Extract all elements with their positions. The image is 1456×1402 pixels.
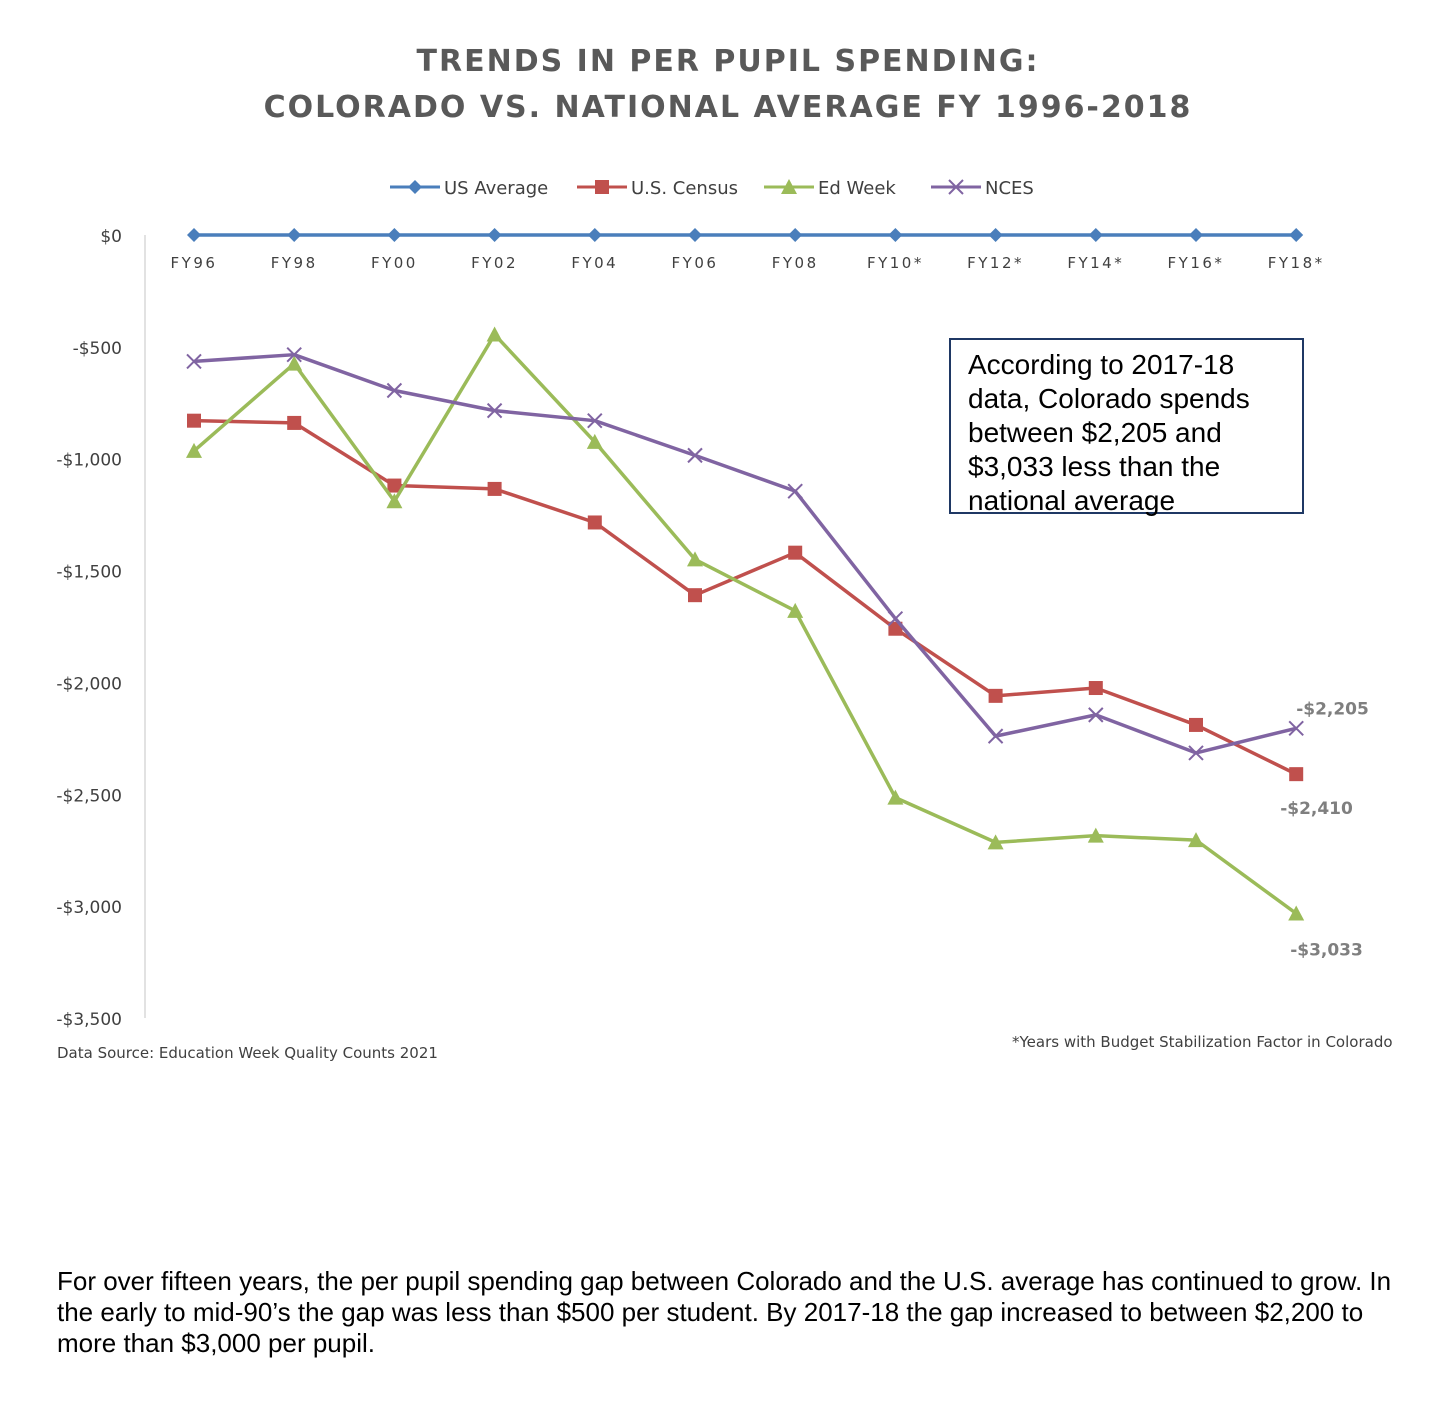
series-ed-week bbox=[186, 326, 1305, 921]
legend-label: NCES bbox=[985, 178, 1034, 199]
data-point-u-s-census bbox=[587, 515, 602, 530]
chart-subtitle: COLORADO VS. NATIONAL AVERAGE FY 1996-20… bbox=[263, 90, 1193, 125]
data-labels: -$2,205 -$2,410 -$3,033 bbox=[1280, 699, 1369, 960]
x-tick-label: FY96 bbox=[171, 254, 218, 272]
series-line-ed-week bbox=[192, 332, 1298, 915]
footnote: *Years with Budget Stabilization Factor … bbox=[1012, 1033, 1393, 1051]
data-point-ed-week bbox=[386, 493, 403, 509]
chart-title: TRENDS IN PER PUPIL SPENDING: bbox=[416, 44, 1040, 79]
data-point-u-s-census bbox=[387, 478, 402, 493]
data-point-nces bbox=[1288, 720, 1304, 736]
data-point-nces bbox=[286, 346, 302, 363]
x-tick-label: FY00 bbox=[371, 254, 418, 272]
data-label: -$2,205 bbox=[1296, 699, 1369, 719]
data-point-nces bbox=[787, 483, 803, 499]
y-tick-label: -$3,000 bbox=[56, 898, 122, 918]
data-source-note: Data Source: Education Week Quality Coun… bbox=[57, 1044, 438, 1062]
data-point-ed-week bbox=[1188, 832, 1204, 848]
y-tick-label: -$500 bbox=[73, 339, 122, 359]
data-point-us-average bbox=[187, 228, 201, 242]
data-point-nces bbox=[386, 382, 403, 399]
data-point-u-s-census bbox=[187, 413, 201, 428]
data-point-ed-week bbox=[887, 789, 904, 805]
legend: US Average U.S. Census Ed Week NCES bbox=[390, 178, 1034, 199]
data-point-nces bbox=[486, 402, 503, 419]
data-point-nces bbox=[687, 447, 703, 464]
data-point-us-average bbox=[487, 228, 502, 242]
data-point-ed-week bbox=[286, 355, 303, 371]
data-point-nces bbox=[186, 353, 202, 370]
y-tick-label: -$3,500 bbox=[56, 1010, 122, 1030]
legend-label: US Average bbox=[444, 178, 548, 199]
data-point-nces bbox=[1188, 745, 1204, 761]
x-tick-label: FY98 bbox=[271, 254, 318, 272]
data-point-u-s-census bbox=[287, 415, 302, 430]
data-point-us-average bbox=[788, 228, 803, 242]
data-point-us-average bbox=[1088, 228, 1103, 242]
data-point-ed-week bbox=[1288, 905, 1305, 921]
data-point-ed-week bbox=[687, 551, 703, 567]
data-point-us-average bbox=[988, 228, 1003, 242]
data-point-nces bbox=[887, 610, 904, 627]
x-tick-label: FY12* bbox=[967, 254, 1024, 272]
data-point-u-s-census bbox=[988, 688, 1003, 703]
y-tick-label: $0 bbox=[100, 227, 122, 247]
data-point-us-average bbox=[1189, 228, 1203, 242]
data-point-ed-week bbox=[987, 834, 1004, 850]
legend-marker bbox=[948, 179, 964, 195]
legend-label: U.S. Census bbox=[631, 178, 738, 199]
legend-marker bbox=[781, 179, 797, 194]
y-tick-label: -$1,500 bbox=[56, 563, 122, 583]
x-tick-label: FY16* bbox=[1168, 254, 1225, 272]
x-tick-label: FY06 bbox=[672, 254, 719, 272]
data-point-u-s-census bbox=[788, 545, 803, 560]
data-label: -$3,033 bbox=[1290, 941, 1363, 961]
y-tick-label: -$2,000 bbox=[56, 674, 122, 694]
data-point-u-s-census bbox=[487, 481, 502, 496]
data-point-u-s-census bbox=[1088, 681, 1103, 696]
series-nces bbox=[186, 346, 1304, 761]
data-point-us-average bbox=[1289, 228, 1304, 242]
x-tick-label: FY18* bbox=[1268, 254, 1325, 272]
series-line-u-s-census bbox=[193, 418, 1297, 776]
series-us-average bbox=[187, 228, 1304, 242]
legend-marker bbox=[408, 180, 422, 194]
data-point-nces bbox=[1088, 707, 1104, 723]
data-point-us-average bbox=[287, 228, 302, 242]
data-point-ed-week bbox=[1087, 827, 1104, 843]
data-point-ed-week bbox=[787, 602, 804, 618]
x-tick-label: FY08 bbox=[772, 254, 819, 272]
series-line-nces bbox=[193, 352, 1297, 755]
series-u-s-census bbox=[187, 413, 1304, 782]
data-point-nces bbox=[987, 728, 1004, 744]
chart-axes: $0 -$500 -$1,000 -$1,500 -$2,000 -$2,500 -$3,0… bbox=[56, 227, 1325, 1030]
data-point-us-average bbox=[387, 228, 402, 242]
data-point-ed-week bbox=[586, 433, 603, 449]
data-point-ed-week bbox=[486, 326, 503, 342]
data-point-u-s-census bbox=[1189, 717, 1203, 732]
data-label: -$2,410 bbox=[1280, 799, 1353, 819]
y-tick-label: -$1,000 bbox=[56, 451, 122, 471]
caption-paragraph: For over fifteen years, the per pupil sp… bbox=[57, 1266, 1392, 1358]
data-point-us-average bbox=[587, 228, 602, 242]
data-point-us-average bbox=[688, 228, 702, 242]
data-point-nces bbox=[587, 412, 603, 429]
data-point-u-s-census bbox=[688, 588, 702, 603]
x-tick-label: FY04 bbox=[571, 254, 618, 272]
series-layer bbox=[186, 228, 1305, 921]
legend-label: Ed Week bbox=[818, 178, 896, 199]
annotation-box: According to 2017-18 data, Colorado spen… bbox=[949, 338, 1304, 516]
data-point-ed-week bbox=[186, 442, 202, 458]
data-point-us-average bbox=[888, 228, 903, 242]
x-tick-label: FY10* bbox=[867, 254, 924, 272]
legend-marker bbox=[595, 180, 609, 194]
data-point-u-s-census bbox=[1289, 767, 1304, 782]
y-tick-label: -$2,500 bbox=[56, 786, 122, 806]
x-tick-label: FY14* bbox=[1067, 254, 1124, 272]
x-tick-label: FY02 bbox=[471, 254, 518, 272]
